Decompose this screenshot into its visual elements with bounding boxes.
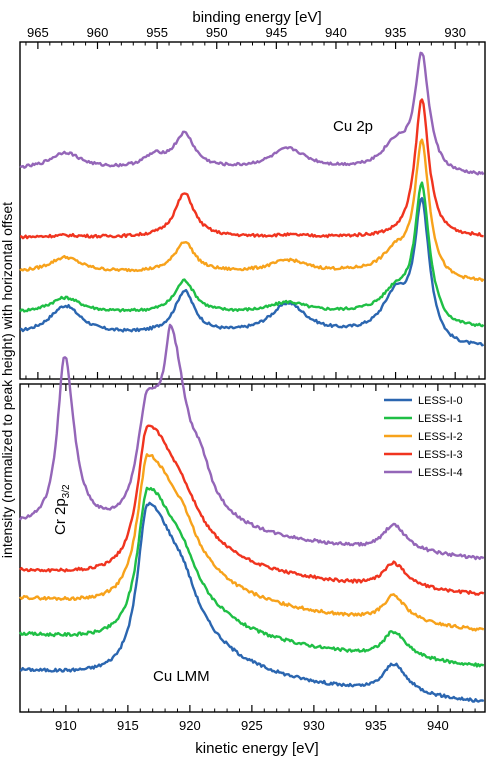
top-tick-label: 930 <box>444 25 466 40</box>
bottom-series-less-i-4 <box>18 323 485 561</box>
legend-label-less-i-1: LESS-I-1 <box>418 413 463 425</box>
legend-label-less-i-2: LESS-I-2 <box>418 431 463 443</box>
bottom-series-less-i-0 <box>19 501 485 703</box>
top-tick-label: 935 <box>385 25 407 40</box>
bottom-tick-label: 920 <box>179 718 201 733</box>
top-tick-label: 960 <box>87 25 109 40</box>
top-tick-label: 945 <box>265 25 287 40</box>
legend-label-less-i-4: LESS-I-4 <box>418 467 463 479</box>
top-tick-label: 965 <box>27 25 49 40</box>
bottom-tick-label: 935 <box>365 718 387 733</box>
bottom-panel-ticks: 910 915 920 925 930 935 940 <box>28 384 476 733</box>
top-series-less-i-4 <box>19 51 485 176</box>
top-panel-ticks: 965 960 955 950 945 940 935 930 <box>25 25 480 379</box>
bottom-tick-label: 940 <box>427 718 449 733</box>
bottom-tick-label: 925 <box>241 718 263 733</box>
top-series-less-i-1 <box>19 181 485 328</box>
svg-text:Cr 2p3/2: Cr 2p3/2 <box>52 484 72 535</box>
top-axis-title: binding energy [eV] <box>192 9 321 26</box>
bottom-tick-label: 930 <box>303 718 325 733</box>
top-series-less-i-0 <box>19 196 485 347</box>
annotation-cu-2p: Cu 2p <box>333 118 373 135</box>
top-series-less-i-3 <box>19 98 484 240</box>
bottom-series-less-i-1 <box>18 486 485 668</box>
top-tick-label: 950 <box>206 25 228 40</box>
legend-label-less-i-0: LESS-I-0 <box>418 395 463 407</box>
annotation-cr-2p32: Cr 2p3/2 <box>52 484 72 535</box>
legend: LESS-I-0 LESS-I-1 LESS-I-2 LESS-I-3 LESS-I-4 <box>384 395 463 479</box>
bottom-axis-title: kinetic energy [eV] <box>195 740 318 757</box>
y-axis-label: intensity (normalized to peak height) wi… <box>0 202 15 558</box>
bottom-panel-frame <box>19 383 486 713</box>
bottom-tick-label: 915 <box>117 718 139 733</box>
annotation-cu-lmm: Cu LMM <box>153 668 210 685</box>
bottom-tick-label: 910 <box>55 718 77 733</box>
bottom-series-less-i-2 <box>19 453 485 632</box>
bottom-series-less-i-3 <box>19 424 485 596</box>
top-panel-series <box>19 51 485 347</box>
top-series-less-i-2 <box>19 138 485 282</box>
legend-label-less-i-3: LESS-I-3 <box>418 449 463 461</box>
bottom-panel-series <box>18 323 485 703</box>
top-tick-label: 955 <box>146 25 168 40</box>
top-tick-label: 940 <box>325 25 347 40</box>
